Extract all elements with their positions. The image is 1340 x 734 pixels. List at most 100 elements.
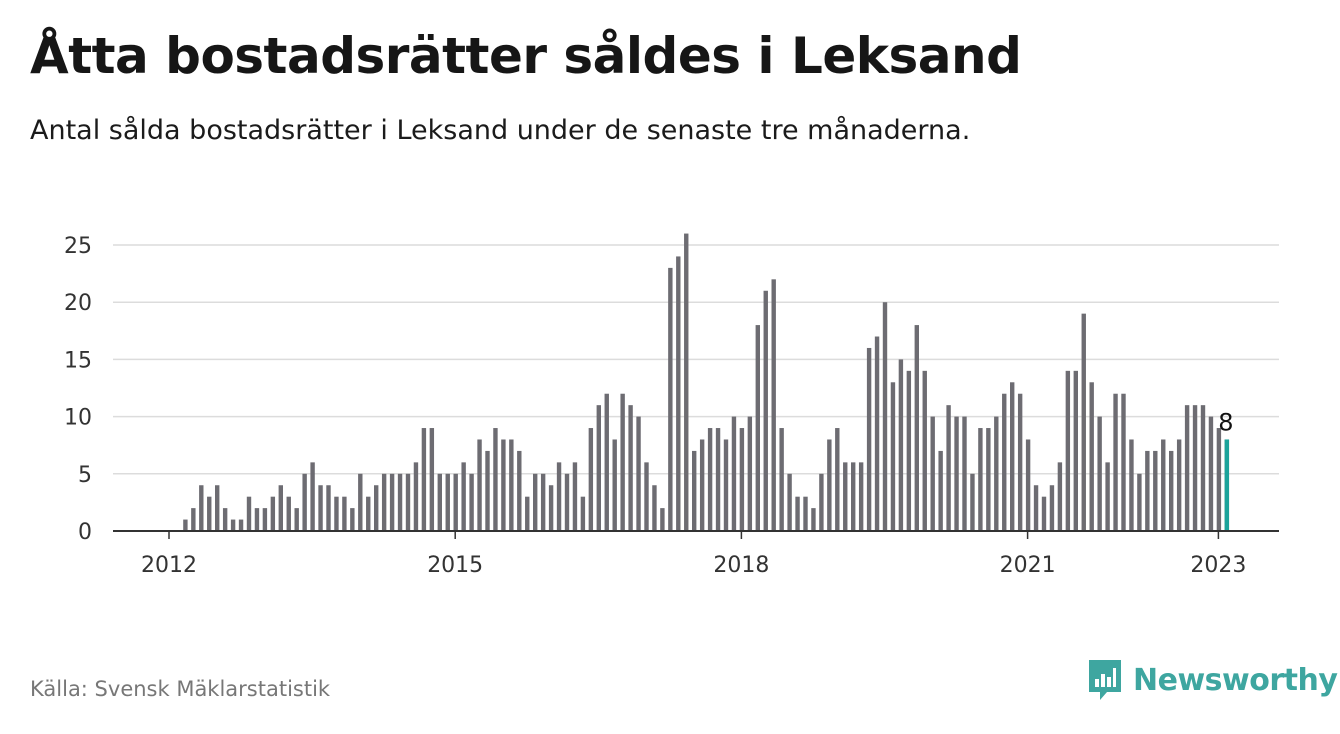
bar: [731, 416, 737, 531]
chart-subtitle: Antal sålda bostadsrätter i Leksand unde…: [30, 115, 971, 146]
bar: [827, 439, 832, 531]
bar: [445, 473, 450, 531]
bar: [358, 473, 363, 531]
bar: [644, 462, 649, 531]
bar: [676, 256, 681, 531]
bar: [222, 508, 228, 531]
bar: [389, 473, 395, 531]
bar: [294, 508, 299, 531]
bar: [485, 450, 490, 531]
bar: [374, 485, 379, 531]
bar: [548, 485, 554, 531]
bar: [851, 462, 856, 531]
bar: [191, 508, 196, 531]
bar: [620, 393, 625, 531]
y-tick-label: 15: [64, 348, 92, 373]
x-tick-label: 2021: [1000, 553, 1056, 578]
x-tick-label: 2012: [141, 553, 197, 578]
bar: [564, 473, 570, 531]
bar: [954, 416, 959, 531]
bar: [1105, 462, 1110, 531]
x-tick-label: 2018: [713, 553, 769, 578]
chart-title: Åtta bostadsrätter såldes i Leksand: [30, 27, 1022, 85]
newsworthy-logo: Newsworthy: [1087, 658, 1338, 702]
bar: [604, 393, 609, 531]
bar: [199, 485, 204, 531]
y-tick-label: 5: [78, 463, 92, 488]
bar: [326, 485, 331, 531]
bar: [986, 428, 991, 531]
bar: [795, 496, 800, 531]
bar: [1073, 370, 1078, 531]
bar: [1017, 393, 1023, 531]
bar: [1089, 382, 1094, 531]
highlight-value-label: 8: [1218, 408, 1233, 436]
bar: [413, 462, 419, 531]
bar: [787, 473, 792, 531]
bar: [270, 496, 276, 531]
bar: [906, 370, 912, 531]
bar: [1002, 393, 1007, 531]
bar: [715, 428, 721, 531]
bar: [970, 473, 975, 531]
bar: [318, 485, 323, 531]
bar: [1129, 439, 1134, 531]
bar-chart: 0 5 10 15 20 25 8 2012 2015 2018 2021 2023: [64, 233, 1279, 578]
bar: [556, 462, 562, 531]
bar: [366, 496, 371, 531]
bar: [397, 473, 403, 531]
bar: [922, 370, 927, 531]
bar: [246, 496, 252, 531]
bar: [1176, 439, 1182, 531]
bar: [493, 428, 498, 531]
bar: [962, 416, 967, 531]
bar: [437, 473, 442, 531]
bar: [215, 485, 220, 531]
bar: [938, 450, 943, 531]
bar: [874, 336, 880, 531]
bar: [707, 428, 713, 531]
bar: [636, 416, 641, 531]
brand-name: Newsworthy: [1133, 662, 1338, 698]
bar: [469, 473, 474, 531]
y-tick-label: 0: [78, 520, 92, 545]
bar: [1169, 450, 1174, 531]
bar: [1208, 416, 1214, 531]
bar: [866, 347, 872, 531]
bar: [1097, 416, 1102, 531]
bar: [1153, 450, 1158, 531]
bar: [588, 428, 594, 531]
bar: [882, 302, 888, 531]
bar: [525, 496, 530, 531]
bar: [835, 428, 840, 531]
bar: [890, 382, 896, 531]
bar: [779, 428, 784, 531]
bar: [501, 439, 506, 531]
bar: [509, 439, 514, 531]
bar: [286, 496, 291, 531]
bar: [1010, 382, 1015, 531]
bar: [238, 519, 244, 531]
bar: [1065, 370, 1071, 531]
bar: [381, 473, 387, 531]
bar: [803, 496, 808, 531]
bar: [930, 416, 935, 531]
bar: [652, 485, 657, 531]
bar: [819, 473, 824, 531]
bar: [580, 496, 586, 531]
bar: [946, 405, 951, 531]
bar: [429, 428, 435, 531]
bar: [858, 462, 864, 531]
bar: [699, 439, 705, 531]
bar: [612, 439, 617, 531]
bar: [230, 519, 236, 531]
y-tick-label: 25: [64, 234, 92, 259]
bar: [739, 428, 745, 531]
bar: [350, 508, 355, 531]
bar: [278, 485, 283, 531]
bar: [477, 439, 482, 531]
bar: [1137, 473, 1142, 531]
bar: [342, 496, 347, 531]
bar: [1033, 485, 1039, 531]
bar: [1057, 462, 1063, 531]
